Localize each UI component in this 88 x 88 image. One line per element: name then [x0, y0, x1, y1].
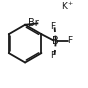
Text: B: B: [52, 36, 59, 46]
Text: +: +: [67, 1, 72, 6]
Text: F: F: [67, 37, 73, 45]
Text: F: F: [50, 51, 55, 60]
Text: F: F: [50, 22, 55, 31]
Text: Br: Br: [28, 18, 39, 28]
Text: K: K: [61, 2, 67, 11]
